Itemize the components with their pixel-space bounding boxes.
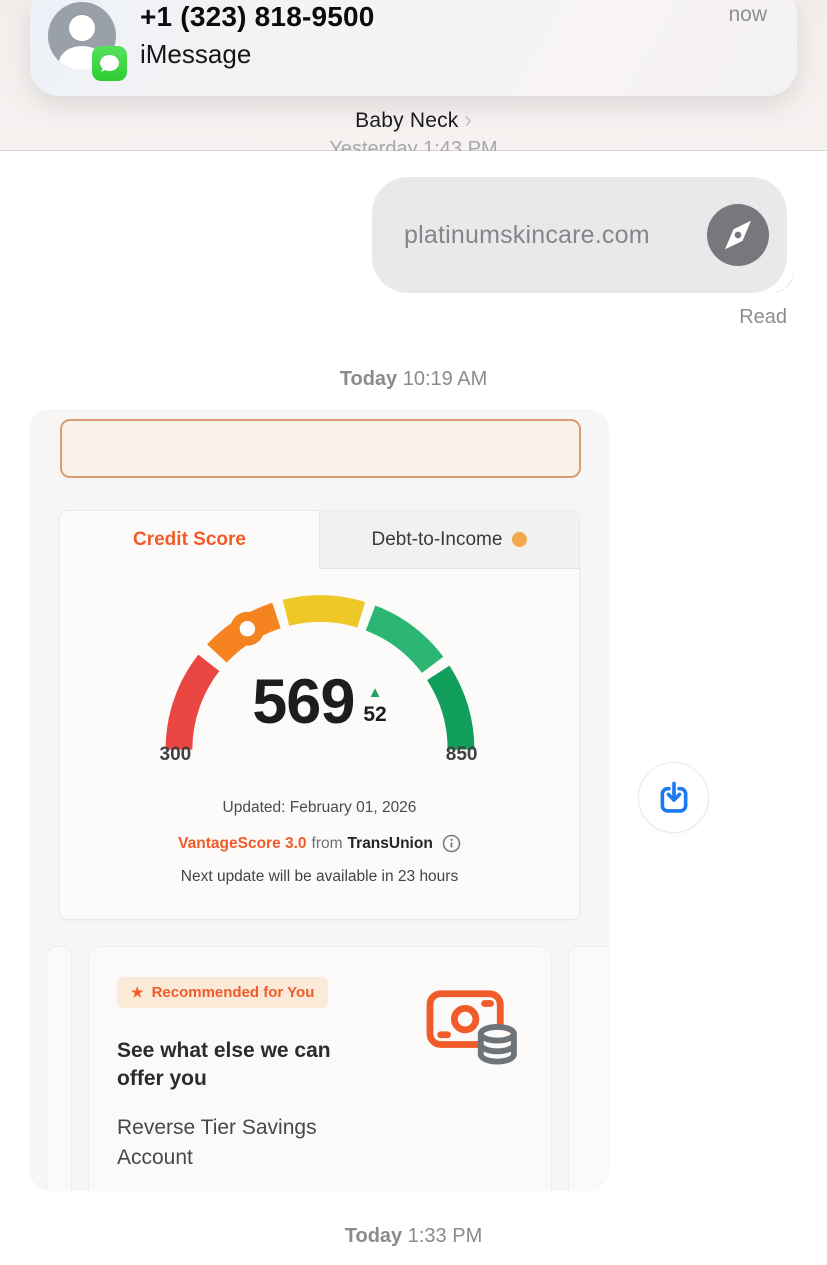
message-link-text[interactable]: platinumskincare.com [404,220,650,249]
gauge-segment [364,605,443,674]
gauge-segment [165,654,220,751]
star-icon: ★ [131,984,144,1000]
recommended-badge-label: Recommended for You [151,984,315,1001]
status-dot-icon [512,532,528,547]
score-value: 569 [252,667,355,737]
shared-image-message[interactable]: Credit Score Debt-to-Income 569 ▲ 52 300… [30,410,608,1190]
recommendation-headline: See what else we can offer you [117,1039,331,1091]
notification-title: +1 (323) 818-9500 [140,1,375,32]
credit-score-gauge: 569 ▲ 52 300 850 [155,587,485,773]
timestamp-yesterday-clipped: Yesterday 1:43 PM [329,138,498,151]
clipped-alert-box [60,419,581,478]
timestamp-morning: Today 10:19 AM [0,368,827,391]
gauge-marker-hole [239,621,255,637]
recommended-badge: ★ Recommended for You [117,977,329,1008]
updated-date: Updated: February 01, 2026 [222,799,417,816]
timestamp-day: Today [344,1225,403,1247]
score-delta: ▲ 52 [363,685,386,727]
avatar-head [69,15,95,41]
credit-tabs: Credit Score Debt-to-Income [60,511,579,569]
download-button[interactable] [638,762,709,833]
provider-product: VantageScore 3.0 [178,834,307,852]
download-icon [660,781,687,813]
gauge-arc [165,595,474,751]
notification-subtitle: iMessage [140,39,252,69]
gauge-max-label: 850 [445,744,478,765]
notification-time: now [728,3,767,26]
timestamp-time: 10:19 AM [402,368,488,390]
provider-line: VantageScore 3.0 from TransUnion [60,834,579,853]
contact-name: Baby Neck [355,109,459,132]
sent-message-bubble[interactable]: platinumskincare.com [372,177,787,293]
provider-bureau: TransUnion [347,834,433,852]
tab-credit-score: Credit Score [60,511,319,569]
carousel-card-partial-left [46,946,72,1190]
next-update-text: Next update will be available in 23 hour… [180,868,459,885]
info-icon [442,834,461,853]
gauge-segment [282,595,365,628]
coin-stack-icon [477,1024,517,1065]
gauge-segment [426,665,474,750]
tab-debt-to-income: Debt-to-Income [319,511,579,569]
credit-score-card: Credit Score Debt-to-Income 569 ▲ 52 300… [59,510,580,920]
tab-debt-to-income-label: Debt-to-Income [371,528,503,550]
notification-banner[interactable]: +1 (323) 818-9500 iMessage now [30,0,797,96]
read-receipt: Read [739,306,787,328]
tab-credit-score-label: Credit Score [133,529,246,550]
recommendation-card: ★ Recommended for You See what else we c… [88,946,552,1190]
score-delta-value: 52 [363,703,387,726]
safari-compass-icon [707,204,769,266]
score-readout: 569 ▲ 52 [155,671,485,734]
imessage-badge-icon [92,46,127,81]
timestamp-time: 1:33 PM [407,1225,483,1247]
timestamp-day: Today [339,368,398,390]
gauge-min-label: 300 [159,744,192,765]
provider-connector: from [311,834,343,852]
chevron-right-icon: › [464,107,472,132]
up-triangle-icon: ▲ [367,684,383,701]
recommendation-product: Reverse Tier Savings Account [117,1116,317,1170]
money-card-icon [423,983,517,1070]
timestamp-afternoon: Today 1:33 PM [0,1225,827,1248]
carousel-card-partial-right [568,946,608,1190]
contact-header[interactable]: Baby Neck › [0,107,827,134]
